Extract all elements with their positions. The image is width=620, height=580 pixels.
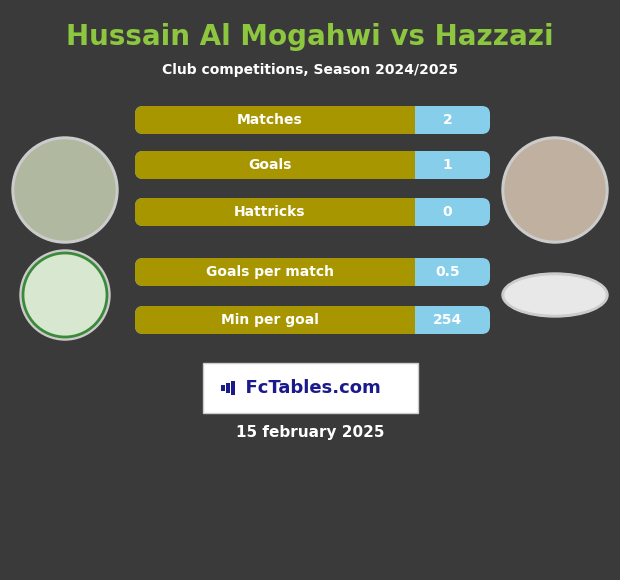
FancyBboxPatch shape <box>405 151 415 179</box>
FancyBboxPatch shape <box>135 106 413 134</box>
FancyBboxPatch shape <box>405 306 415 334</box>
Text: 254: 254 <box>433 313 462 327</box>
Circle shape <box>12 137 118 243</box>
FancyBboxPatch shape <box>135 151 490 179</box>
FancyBboxPatch shape <box>203 363 418 413</box>
Text: 1: 1 <box>443 158 452 172</box>
FancyBboxPatch shape <box>221 385 225 391</box>
Text: Goals: Goals <box>248 158 291 172</box>
Text: Hattricks: Hattricks <box>234 205 306 219</box>
FancyBboxPatch shape <box>135 198 490 226</box>
Circle shape <box>23 253 107 337</box>
FancyBboxPatch shape <box>135 306 490 334</box>
FancyBboxPatch shape <box>405 258 415 286</box>
Circle shape <box>15 140 115 240</box>
Ellipse shape <box>505 276 605 314</box>
Circle shape <box>502 137 608 243</box>
FancyBboxPatch shape <box>135 106 490 134</box>
FancyBboxPatch shape <box>226 383 230 393</box>
FancyBboxPatch shape <box>135 306 413 334</box>
Text: FcTables.com: FcTables.com <box>233 379 381 397</box>
FancyBboxPatch shape <box>405 198 415 226</box>
Circle shape <box>505 140 605 240</box>
Text: Goals per match: Goals per match <box>206 265 334 279</box>
FancyBboxPatch shape <box>135 198 413 226</box>
Ellipse shape <box>502 273 608 317</box>
Text: 0: 0 <box>443 205 452 219</box>
Text: Matches: Matches <box>237 113 303 127</box>
FancyBboxPatch shape <box>135 258 413 286</box>
Text: Min per goal: Min per goal <box>221 313 319 327</box>
Text: 2: 2 <box>443 113 452 127</box>
FancyBboxPatch shape <box>405 106 415 134</box>
Text: Hussain Al Mogahwi vs Hazzazi: Hussain Al Mogahwi vs Hazzazi <box>66 23 554 51</box>
Text: 0.5: 0.5 <box>435 265 459 279</box>
Text: Club competitions, Season 2024/2025: Club competitions, Season 2024/2025 <box>162 63 458 77</box>
Text: 15 february 2025: 15 february 2025 <box>236 425 384 440</box>
FancyBboxPatch shape <box>135 258 490 286</box>
FancyBboxPatch shape <box>135 151 413 179</box>
FancyBboxPatch shape <box>231 381 235 395</box>
Circle shape <box>20 250 110 340</box>
